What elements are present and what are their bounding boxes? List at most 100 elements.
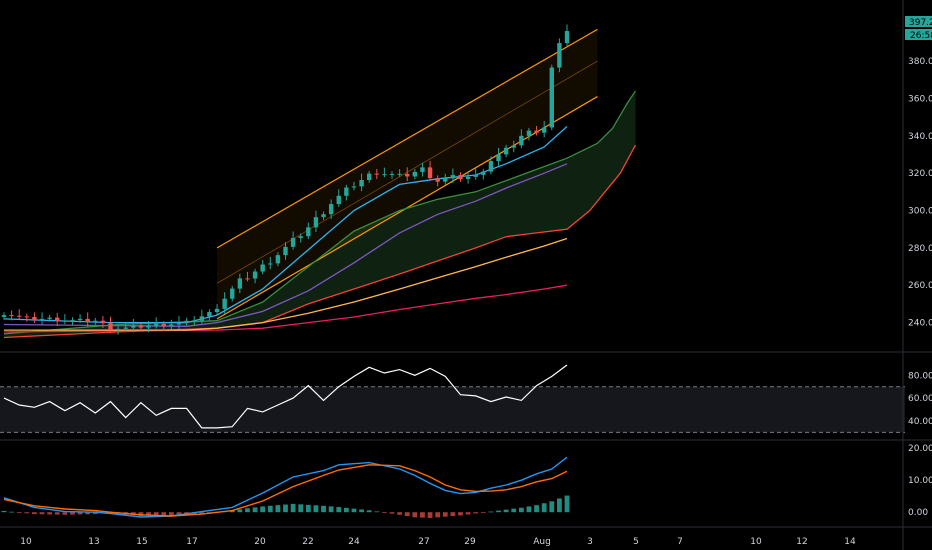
candle[interactable] [161,321,166,331]
candle[interactable] [77,314,83,323]
candle[interactable] [336,189,341,207]
candle[interactable] [473,168,478,180]
candle[interactable] [17,309,22,320]
histogram-bar[interactable] [237,509,243,513]
histogram-bar[interactable] [245,508,250,513]
histogram-bar[interactable] [176,512,182,515]
candle[interactable] [252,268,258,284]
candle[interactable] [534,125,539,136]
candle[interactable] [503,144,509,158]
histogram-bar[interactable] [168,512,174,516]
histogram-bar[interactable] [518,507,524,513]
candle[interactable] [1,312,7,320]
histogram-bar[interactable] [343,507,349,513]
histogram-bar[interactable] [92,512,98,515]
histogram-bar[interactable] [549,501,555,513]
price-pane[interactable] [1,24,637,339]
candle[interactable] [24,313,30,322]
candle[interactable] [222,292,227,314]
candle[interactable] [519,129,524,149]
histogram-bar[interactable] [404,512,410,517]
histogram-bar[interactable] [397,512,403,515]
histogram-bar[interactable] [161,512,167,516]
histogram-bar[interactable] [9,511,15,513]
candle[interactable] [351,181,357,191]
candle[interactable] [564,24,570,46]
candle[interactable] [131,318,136,333]
candle[interactable] [374,168,379,180]
candle[interactable] [146,321,151,333]
candle[interactable] [260,259,265,275]
macd-line[interactable] [3,456,568,518]
histogram-bar[interactable] [267,505,273,513]
candle[interactable] [169,319,174,330]
candle[interactable] [47,314,52,322]
candle[interactable] [214,304,220,315]
histogram-bar[interactable] [313,505,319,513]
candle[interactable] [100,316,106,328]
histogram-bar[interactable] [252,507,258,513]
candle[interactable] [458,172,463,182]
candle[interactable] [85,312,90,327]
histogram-bar[interactable] [321,505,326,513]
histogram-bar[interactable] [298,504,304,513]
candle[interactable] [176,316,182,330]
rsi-line[interactable] [3,364,568,429]
candle[interactable] [237,273,243,294]
histogram-bar[interactable] [1,510,7,513]
candle[interactable] [62,314,68,325]
candle[interactable] [541,120,547,138]
candle[interactable] [397,169,402,177]
histogram-bar[interactable] [85,512,91,515]
candle[interactable] [268,256,273,270]
histogram-bar[interactable] [389,512,395,514]
candle[interactable] [70,317,75,326]
histogram-bar[interactable] [503,509,509,513]
candle[interactable] [184,317,189,326]
histogram-bar[interactable] [458,512,463,516]
histogram-bar[interactable] [47,512,53,515]
histogram-bar[interactable] [526,506,532,513]
histogram-bar[interactable] [366,510,372,513]
candle[interactable] [93,317,98,325]
histogram-bar[interactable] [374,511,380,513]
candle[interactable] [321,211,326,220]
candle[interactable] [192,316,197,326]
histogram-bar[interactable] [336,507,342,513]
histogram-bar[interactable] [435,512,441,518]
candle[interactable] [465,172,471,184]
histogram-bar[interactable] [32,512,37,515]
candle[interactable] [108,316,113,333]
candle[interactable] [382,167,387,178]
histogram-bar[interactable] [420,512,425,518]
histogram-bar[interactable] [534,505,539,513]
candle[interactable] [283,242,288,260]
candle[interactable] [389,171,395,179]
candle[interactable] [199,309,205,324]
candle[interactable] [420,162,425,177]
histogram-bar[interactable] [39,512,45,515]
ema-mid-line[interactable] [3,163,568,327]
candle[interactable] [549,64,554,131]
candle[interactable] [298,233,303,243]
histogram-bar[interactable] [465,512,471,515]
histogram-bar[interactable] [473,512,479,514]
candle[interactable] [230,285,235,302]
histogram-bar[interactable] [16,512,22,513]
candle[interactable] [328,199,334,219]
histogram-bar[interactable] [260,506,266,513]
candle[interactable] [245,271,250,282]
candle[interactable] [344,184,349,201]
histogram-bar[interactable] [496,510,501,513]
candle[interactable] [412,169,418,180]
histogram-bar[interactable] [305,504,311,513]
candle[interactable] [526,127,532,141]
candle[interactable] [443,173,448,185]
histogram-bar[interactable] [488,511,494,513]
candle[interactable] [427,160,433,181]
candle[interactable] [9,310,14,321]
histogram-bar[interactable] [556,498,562,513]
histogram-bar[interactable] [564,495,570,513]
histogram-bar[interactable] [199,512,205,514]
